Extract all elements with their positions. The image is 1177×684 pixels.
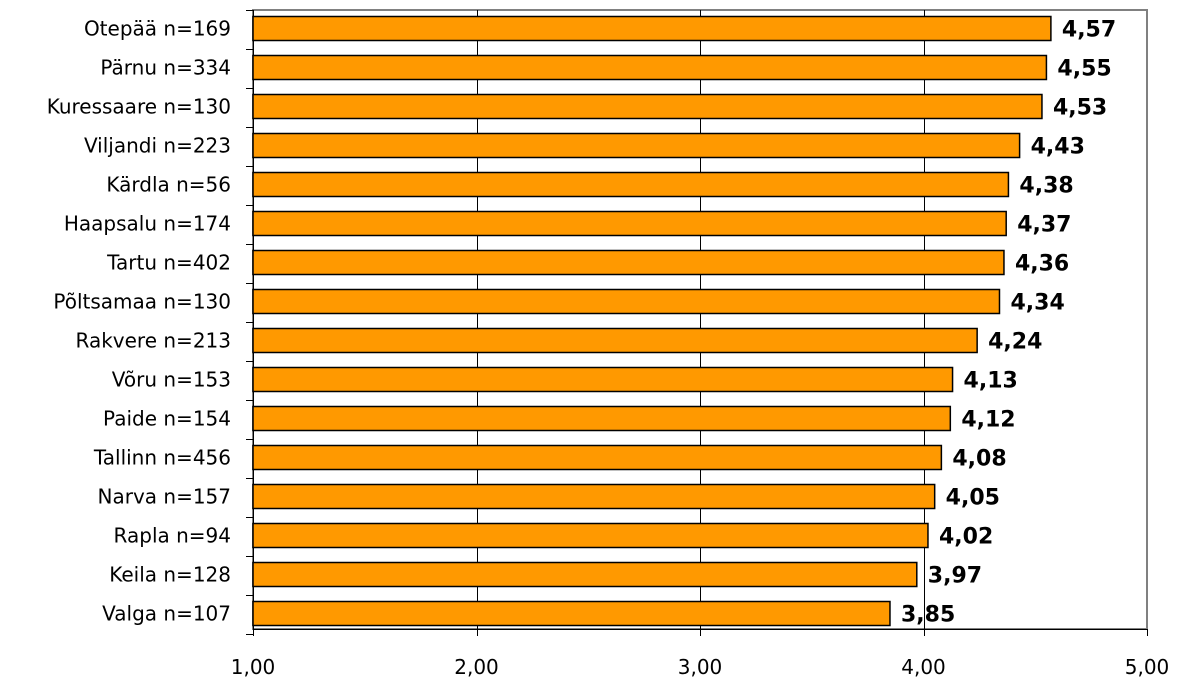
category-label: Kuressaare n=130 [47,95,231,119]
data-label: 4,37 [1017,213,1071,238]
data-label: 4,43 [1031,135,1085,160]
category-label: Otepää n=169 [84,17,231,41]
x-tick-label: 4,00 [901,655,946,679]
bar-8 [252,327,978,354]
data-label: 4,34 [1010,291,1064,316]
x-tick-label: 1,00 [231,655,276,679]
category-label: Kärdla n=56 [106,173,231,197]
category-label: Narva n=157 [98,485,232,509]
bar-5 [252,210,1007,237]
bar-12 [252,483,936,510]
category-label: Tartu n=402 [106,251,231,275]
data-label: 4,36 [1015,252,1069,277]
data-label: 4,13 [964,369,1018,394]
category-label: Valga n=107 [102,602,231,626]
category-label: Viljandi n=223 [84,134,231,158]
bar-3 [252,132,1021,159]
category-label: Haapsalu n=174 [64,212,231,236]
x-tick-label: 5,00 [1125,655,1170,679]
data-label: 4,55 [1057,57,1111,82]
bar-4 [252,171,1010,198]
bar-9 [252,366,954,393]
x-tick-label: 2,00 [454,655,499,679]
data-label: 4,02 [939,525,993,550]
x-tick-label: 3,00 [678,655,723,679]
category-label: Rakvere n=213 [76,329,232,353]
data-label: 4,24 [988,330,1042,355]
bar-2 [252,93,1043,120]
category-label: Pärnu n=334 [100,56,231,80]
data-label: 4,12 [961,408,1015,433]
category-label: Paide n=154 [103,407,231,431]
data-label: 4,08 [952,447,1006,472]
data-label: 4,57 [1062,18,1116,43]
bar-11 [252,444,943,471]
bar-15 [252,600,891,627]
category-label: Põltsamaa n=130 [53,290,231,314]
bar-10 [252,405,952,432]
bar-1 [252,54,1048,81]
data-label: 4,38 [1019,174,1073,199]
data-label: 4,53 [1053,96,1107,121]
bar-7 [252,288,1001,315]
category-label: Rapla n=94 [114,524,231,548]
category-label: Tallinn n=456 [93,446,231,470]
data-label: 3,97 [928,564,982,589]
category-label: Keila n=128 [109,563,231,587]
bar-6 [252,249,1005,276]
data-label: 3,85 [901,603,955,628]
bar-14 [252,561,918,588]
bar-0 [252,15,1052,42]
category-label: Võru n=153 [112,368,231,392]
bar-13 [252,522,929,549]
data-label: 4,05 [946,486,1000,511]
